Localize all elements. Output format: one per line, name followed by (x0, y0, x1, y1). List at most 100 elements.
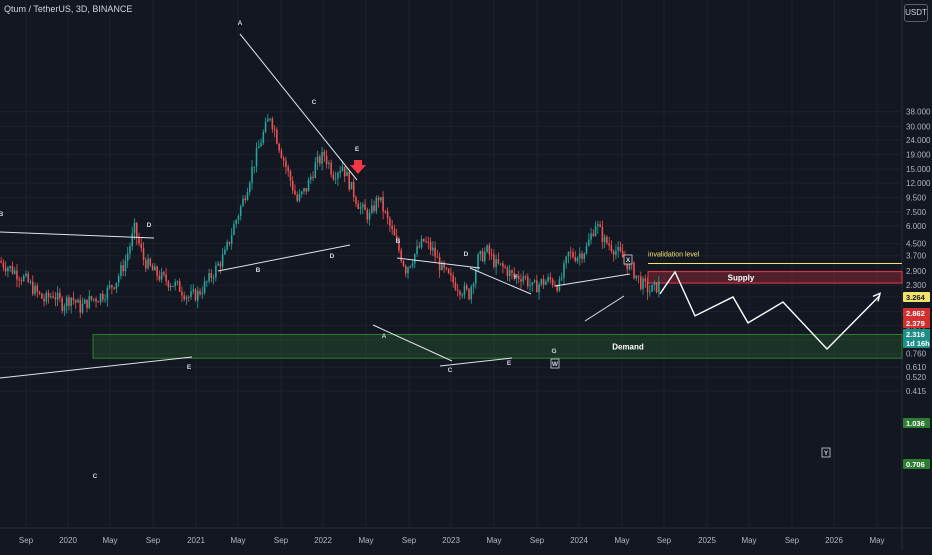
candle-body (432, 247, 434, 251)
wave-label: C (93, 473, 98, 480)
time-tick-label: Sep (785, 536, 800, 545)
candle-body (504, 266, 506, 268)
candle-body (330, 162, 332, 175)
candle-body (325, 155, 328, 164)
candle-body (29, 281, 32, 283)
candle-body (511, 270, 513, 273)
candle-body (199, 290, 201, 295)
candle-body (235, 220, 237, 225)
candle-body (425, 241, 427, 243)
candle-body (303, 188, 305, 192)
candle-body (258, 146, 260, 149)
price-tick-label: 2.900 (906, 267, 927, 276)
candle-body (556, 285, 558, 291)
candle-body (404, 266, 407, 274)
zone-label: Demand (612, 342, 644, 351)
candle-body (418, 246, 421, 248)
wave-labels: B D E C A C B D E B A D C E F GW X Y (0, 20, 831, 480)
candle-body (402, 261, 405, 267)
candle-body (163, 272, 165, 275)
candle-body (117, 276, 120, 283)
candle-body (38, 291, 41, 294)
price-tag-bg (903, 308, 930, 318)
wave-label: B (0, 211, 4, 218)
candle-body (658, 281, 660, 293)
candle-body (269, 118, 271, 120)
wave-label: A (382, 333, 387, 340)
candle-body (520, 279, 522, 282)
candle-body (567, 251, 570, 257)
candle-body (187, 296, 190, 298)
price-tick-label: 4.500 (906, 240, 927, 249)
price-tag-text: 1d 16h (906, 339, 930, 348)
candle-body (612, 251, 615, 255)
candle-body (174, 282, 176, 287)
candle-body (43, 298, 45, 302)
candle-body (635, 275, 638, 279)
candle-body (427, 241, 430, 243)
candle-body (617, 247, 619, 251)
candle-body (515, 276, 518, 278)
candle-body (291, 180, 294, 191)
candle-body (133, 222, 136, 234)
candle-body (479, 251, 482, 255)
candle-body (447, 268, 450, 274)
candle-body (526, 276, 529, 287)
candle-body (298, 193, 301, 201)
wave-label: B (396, 238, 401, 245)
candle-body (377, 197, 380, 201)
currency-button[interactable]: USDT (904, 4, 928, 22)
candle-body (332, 174, 335, 180)
time-axis[interactable]: Sep 2020 May Sep 2021 May Sep 2022 May Sep 2023 May… (19, 536, 885, 545)
price-tag-bg (903, 292, 930, 302)
candle-body (551, 279, 554, 286)
candle-body (599, 224, 601, 227)
candle-body (68, 297, 70, 306)
trend-line (372, 324, 453, 362)
candle-body (477, 254, 479, 270)
candle-body (99, 293, 102, 303)
candle-body (201, 292, 204, 295)
trend-line (217, 244, 351, 272)
time-tick-label: May (358, 536, 373, 545)
candle-body (102, 293, 104, 300)
candle-body (41, 293, 43, 299)
candle-body (122, 265, 124, 272)
trend-line (0, 231, 155, 239)
time-tick-label: May (614, 536, 629, 545)
candle-body (289, 171, 292, 181)
wave-label: G (551, 348, 556, 355)
candle-body (262, 132, 265, 143)
candle-body (576, 257, 579, 262)
candle-body (382, 196, 384, 212)
candle-body (72, 297, 75, 301)
candle-body (416, 246, 418, 254)
candle-body (228, 241, 231, 244)
candle-body (499, 263, 502, 265)
candle-body (357, 203, 360, 209)
candle-body (217, 263, 219, 266)
candle-body (165, 274, 167, 282)
candle-body (452, 275, 454, 283)
time-tick-label: Sep (530, 536, 545, 545)
candle-body (106, 287, 109, 300)
candle-body (642, 278, 644, 290)
candle-body (93, 298, 95, 300)
wave-label: E (187, 364, 192, 371)
candle-body (167, 281, 170, 288)
candle-body (59, 292, 61, 299)
candle-body (334, 178, 337, 180)
price-tick-label: 19.000 (906, 151, 931, 160)
candle-body (621, 251, 624, 258)
candle-body (574, 256, 577, 262)
candle-body (251, 166, 253, 183)
candle-body (459, 291, 461, 296)
candle-body (536, 280, 538, 293)
time-tick-label: May (741, 536, 756, 545)
candle-body (316, 156, 319, 163)
candle-body (86, 299, 88, 309)
candle-body (285, 160, 287, 168)
